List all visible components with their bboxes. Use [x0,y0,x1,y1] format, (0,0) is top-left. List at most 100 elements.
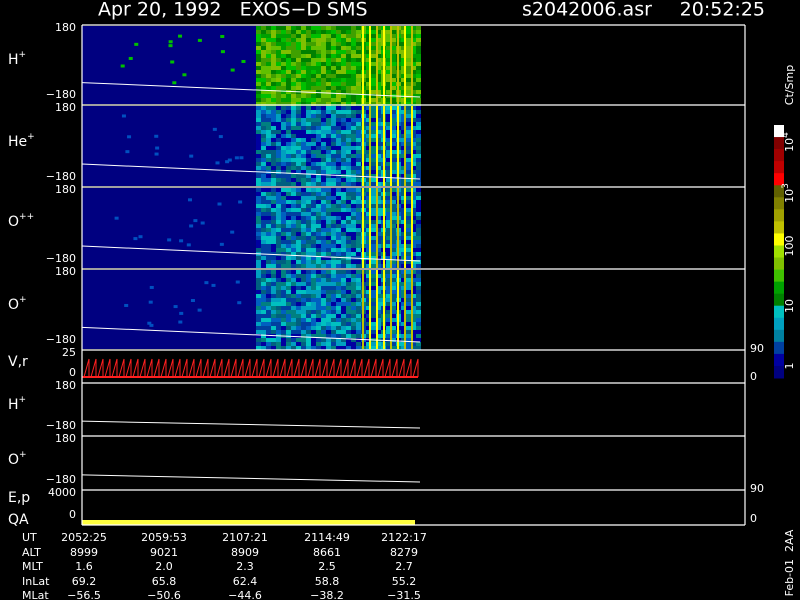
spectrogram-cell [386,298,391,302]
spectrogram-cell [371,224,376,228]
spectrogram-cell [366,334,371,338]
spectrogram-cell [351,298,356,302]
spectrogram-cell [321,232,326,236]
spectrogram-cell [291,42,296,46]
spectrogram-cell [411,98,416,102]
spectrogram-cell [401,208,406,212]
spectrogram-cell [316,34,321,38]
spectrogram-cell [416,34,421,38]
spectrogram-cell [266,90,271,94]
colorbar-cell [774,317,784,331]
y-tick-label: −180 [46,333,76,346]
spectrogram-cell [271,200,276,204]
spectrogram-cell [331,342,336,346]
spectrogram-cell [256,38,261,42]
spectrogram-cell [316,182,321,186]
spectrogram-cell [341,318,346,322]
spectrogram-cell [286,204,291,208]
spectrogram-cell [296,118,301,122]
spectrogram-cell [406,228,411,232]
spectrogram-cell [356,154,361,158]
spectrogram-cell [356,82,361,86]
spectrogram-cell [386,102,391,106]
spectrogram-cell [271,106,276,110]
spectrogram-cell [296,50,301,54]
spectrogram-cell [321,310,326,314]
spectrogram-cell [286,166,291,170]
spectrogram-cell [281,74,286,78]
spectrogram-cell [256,26,261,30]
spectrogram-cell [341,94,346,98]
spectrogram-cell [276,196,281,200]
spectrogram-cell [391,248,396,252]
spectrogram-cell [371,342,376,346]
spectrogram-cell [406,224,411,228]
spectrogram-cell [271,50,276,54]
spectrogram-cell [296,138,301,142]
spectrogram-patch [230,68,235,72]
spectrogram-cell [306,146,311,150]
spectrogram-cell [346,94,351,98]
spectrogram-cell [306,270,311,274]
spectrogram-patch [237,301,242,305]
spectrogram-cell [406,294,411,298]
spectrogram-stripe [390,188,392,268]
spectrogram-cell [416,302,421,306]
spectrogram-cell [276,282,281,286]
spectrogram-cell [366,322,371,326]
spectrogram-cell [406,102,411,106]
spectrogram-cell [256,90,261,94]
spectrogram-cell [356,264,361,268]
spectrogram-cell [311,122,316,126]
spectrogram-cell [371,98,376,102]
spectrogram-cell [406,106,411,110]
spectrogram-cell [351,294,356,298]
spectrogram-cell [411,166,416,170]
spectrogram-cell [351,228,356,232]
spectrogram-patch [127,135,132,139]
spectrogram-cell [366,42,371,46]
y-tick-label: 4000 [48,486,76,499]
spectrogram-cell [346,306,351,310]
spectrogram-cell [401,42,406,46]
spectrogram-cell [351,314,356,318]
panel-label: O++ [8,212,34,231]
spectrogram-cell [356,228,361,232]
spectrogram-cell [351,224,356,228]
spectrogram-cell [406,162,411,166]
spectrogram-cell [281,240,286,244]
spectrogram-cell [306,232,311,236]
spectrogram-cell [406,252,411,256]
spectrogram-cell [336,252,341,256]
spectrogram-cell [291,232,296,236]
spectrogram-cell [296,142,301,146]
spectrogram-patch [178,34,183,38]
spectrogram-cell [416,50,421,54]
spectrogram-cell [286,260,291,264]
spectrogram-cell [406,274,411,278]
spectrogram-cell [336,130,341,134]
spectrogram-cell [406,26,411,30]
spectrogram-cell [416,138,421,142]
spectrogram-cell [286,216,291,220]
spectrogram-cell [326,270,331,274]
spectrogram-cell [276,46,281,50]
spectrogram-cell [346,286,351,290]
spectrogram-cell [366,330,371,334]
colorbar-label-exp: 3 [781,183,791,189]
panel-label-text: O [8,297,19,313]
spectrogram-cell [306,302,311,306]
spectrogram-cell [261,130,266,134]
spectrogram-cell [301,286,306,290]
spectrogram-cell [366,54,371,58]
spectrogram-patch [220,50,225,54]
spectrogram-cell [386,264,391,268]
spectrogram-cell [411,46,416,50]
spectrogram-cell [411,142,416,146]
spectrogram-cell [341,170,346,174]
spectrogram-cell [291,260,296,264]
spectrogram-cell [321,58,326,62]
spectrogram-cell [401,294,406,298]
spectrogram-cell [416,326,421,330]
panel-label-text: O [8,452,19,468]
